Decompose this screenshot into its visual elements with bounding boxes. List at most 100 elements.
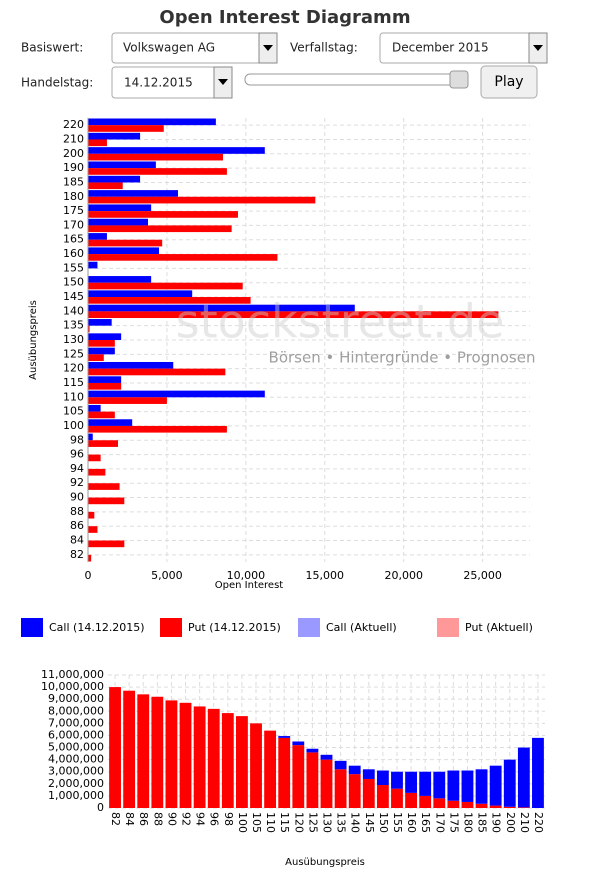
legend-swatch xyxy=(21,618,43,637)
bar xyxy=(461,801,474,808)
page-title: Open Interest Diagramm xyxy=(159,7,410,28)
bar xyxy=(461,770,474,802)
y-tick-label: 175 xyxy=(63,204,84,217)
x-tick-label: 92 xyxy=(180,812,193,826)
y-tick-label: 105 xyxy=(63,405,84,418)
bar xyxy=(264,730,277,808)
bar xyxy=(306,748,319,753)
bar xyxy=(235,716,248,808)
bar xyxy=(88,139,107,147)
x-tick-label: 210 xyxy=(518,812,531,833)
x-tick-label: 170 xyxy=(433,812,446,833)
y-axis-title: Ausübungspreis xyxy=(28,300,39,380)
bar xyxy=(475,803,488,808)
x-tick-label: 96 xyxy=(208,812,221,826)
y-tick-label: 100 xyxy=(63,419,84,432)
x-tick-label: 220 xyxy=(532,812,545,833)
x-tick-label: 140 xyxy=(349,812,362,833)
y-tick-label: 86 xyxy=(70,519,84,532)
bar xyxy=(391,788,403,808)
select-arrow xyxy=(533,45,543,51)
bar xyxy=(88,297,251,304)
bar xyxy=(88,233,107,240)
bar xyxy=(489,805,502,808)
bar xyxy=(88,161,156,169)
y-tick-label: 90 xyxy=(70,491,84,504)
legend-label: Call (Aktuell) xyxy=(326,621,397,634)
basiswert-label: Basiswert: xyxy=(21,41,83,55)
bar xyxy=(88,411,115,419)
y-tick-label: 130 xyxy=(63,333,84,346)
y-tick-label: 110 xyxy=(63,390,84,403)
play-button[interactable] xyxy=(480,65,538,99)
bar xyxy=(109,687,121,808)
x-tick-label: 125 xyxy=(306,812,319,833)
y-tick-label: 84 xyxy=(70,534,84,547)
bar xyxy=(88,319,112,326)
bar xyxy=(348,774,361,808)
x-tick-label: 84 xyxy=(123,812,136,826)
x-tick-label: 165 xyxy=(419,812,432,833)
bar xyxy=(137,694,150,808)
bar xyxy=(88,397,167,404)
bar xyxy=(405,792,418,808)
x-tick-label: 86 xyxy=(137,812,150,826)
bar xyxy=(193,706,206,808)
bar xyxy=(447,770,460,801)
y-tick-label: 94 xyxy=(70,462,84,475)
y-tick-label: 155 xyxy=(63,261,84,274)
y-tick-label: 140 xyxy=(63,304,84,317)
bar xyxy=(433,798,446,808)
slider-track[interactable] xyxy=(244,73,468,86)
x-tick-label: 100 xyxy=(236,812,249,833)
bar xyxy=(221,713,234,808)
bar xyxy=(88,218,148,226)
bar xyxy=(88,225,232,233)
bar xyxy=(88,190,178,197)
bar xyxy=(88,376,122,383)
x-tick-label: 10,000 xyxy=(227,569,266,582)
y-tick-label: 9,000,000 xyxy=(48,692,104,705)
y-tick-label: 115 xyxy=(63,376,84,389)
bar xyxy=(292,745,305,808)
y-tick-label: 210 xyxy=(63,132,84,145)
charts: 0 5,000 10,000 15,000 20,000 25,0008284868890… xyxy=(21,118,545,868)
bar xyxy=(88,333,122,340)
y-tick-label: 92 xyxy=(70,476,84,489)
bar xyxy=(88,347,115,355)
bar xyxy=(489,765,502,806)
bar xyxy=(88,390,265,398)
y-tick-label: 88 xyxy=(70,505,84,518)
verfallstag-label: Verfallstag: xyxy=(290,41,358,55)
y-tick-label: 170 xyxy=(63,218,84,231)
slider-handle[interactable] xyxy=(449,70,469,89)
x-tick-label: 20,000 xyxy=(384,569,423,582)
x-tick-label: 88 xyxy=(151,812,164,826)
bar xyxy=(250,723,262,808)
y-tick-label: 1,000,000 xyxy=(48,789,104,802)
x-tick-label: 185 xyxy=(476,812,489,833)
play-label: Play xyxy=(494,74,523,90)
y-tick-label: 4,000,000 xyxy=(48,753,104,766)
bar xyxy=(88,440,118,447)
x-tick-label: 160 xyxy=(405,812,418,833)
bar xyxy=(88,261,98,269)
bar xyxy=(88,311,499,319)
bar xyxy=(88,354,104,361)
legend-label: Put (Aktuell) xyxy=(465,621,533,634)
y-tick-label: 82 xyxy=(70,548,84,561)
x-tick-label: 150 xyxy=(377,812,390,833)
bar xyxy=(88,497,125,505)
bar xyxy=(179,702,192,808)
x-tick-label: 145 xyxy=(363,812,376,833)
x-tick-label: 0 xyxy=(85,569,92,582)
y-tick-label: 6,000,000 xyxy=(48,728,104,741)
x-tick-label: 110 xyxy=(264,812,277,833)
bar xyxy=(517,747,530,808)
bar xyxy=(376,785,389,808)
bar xyxy=(88,454,101,462)
bar xyxy=(362,778,375,808)
legend-swatch xyxy=(298,618,320,637)
y-tick-label: 2,000,000 xyxy=(48,777,104,790)
y-tick-label: 150 xyxy=(63,276,84,289)
